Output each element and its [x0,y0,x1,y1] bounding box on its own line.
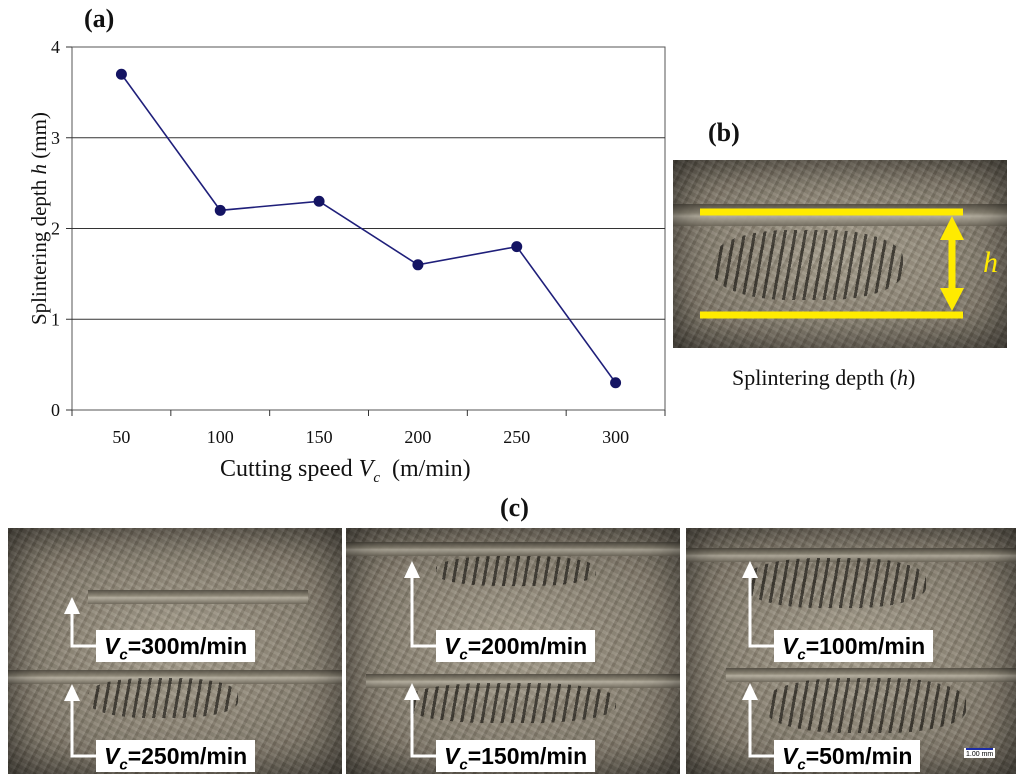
y-tick-label: 4 [51,37,60,57]
micrograph-3-upper-groove [686,548,1016,562]
vc-value: =50m/min [805,743,913,769]
y-tick-label: 0 [51,400,60,420]
vc-symbol: V [104,633,120,659]
x-axis-label: Cutting speed Vc (m/min) [220,456,471,487]
data-point [511,241,523,253]
y-tick-label: 2 [51,219,60,239]
x-axis-label-unit: (m/min) [392,456,471,482]
micrograph-1-lower-groove [8,670,342,684]
vc-label-300: Vc=300m/min [96,630,256,664]
y-axis-label: Splintering depth h (mm) [27,112,57,325]
data-point [610,377,622,389]
vc-symbol: V [782,743,798,769]
data-point [115,68,127,80]
vc-value: =300m/min [127,633,248,659]
vc-value: =200m/min [467,633,588,659]
panel-label-b: (b) [708,118,740,147]
vc-symbol: V [782,633,798,659]
x-axis-label-sub: c [373,469,380,486]
vc-label-200: Vc=200m/min [436,630,596,664]
vc-value: =100m/min [805,633,926,659]
x-axis-label-text: Cutting speed [220,456,353,482]
scale-bar-text: 1.00 mm [966,751,994,758]
vc-symbol: V [444,743,460,769]
x-tick-label: 150 [306,427,333,447]
series-line [120,73,617,384]
panel-label-a: (a) [84,4,115,33]
x-tick-label: 50 [112,427,130,447]
micrograph-2-upper-groove [346,542,680,556]
data-point [412,259,424,271]
caption-b-var: h [896,365,908,390]
vc-sub: c [459,646,468,664]
splintering-micrograph: h [673,160,1007,348]
vc-symbol: V [444,633,460,659]
vc-label-150: Vc=150m/min [436,740,596,774]
y-tick-label: 3 [51,128,60,148]
depth-arrow-head-up [940,216,964,240]
micrograph-3-upper-damage [746,558,926,608]
x-tick-label: 250 [503,427,530,447]
micrograph-1-upper-groove [88,590,308,604]
data-point [313,195,325,207]
micrograph-2-upper-damage [436,556,596,586]
scale-bar: 1.00 mm [964,748,996,758]
caption-b-close: ) [907,365,916,390]
vc-sub: c [797,756,806,774]
y-tick-label: 1 [51,309,60,329]
vc-label-50: Vc=50m/min [774,740,921,774]
depth-h-label: h [983,246,998,279]
x-tick-label: 100 [207,427,234,447]
depth-annotation [700,208,964,319]
vc-sub: c [119,646,128,664]
vc-symbol: V [104,743,120,769]
splintering-depth-chart: 0 1 2 3 4 50 100 150 200 250 300 [51,37,666,447]
x-axis-label-var: V [358,456,374,482]
vc-value: =250m/min [127,743,248,769]
micrograph-3-lower-groove [726,668,1016,682]
vc-sub: c [119,756,128,774]
y-axis-label-text: Splintering depth [27,174,51,325]
micrograph-1-damage [88,678,238,718]
scale-bar-line [966,748,994,750]
vc-sub: c [797,646,806,664]
y-axis-label-var: h [27,164,51,175]
data-point [214,204,226,216]
x-tick-label: 300 [602,427,629,447]
splintering-damage-zone [713,230,903,300]
micrograph-2 [346,528,680,774]
x-tick-label: 200 [404,427,431,447]
y-axis-label-unit: (mm) [27,112,51,164]
vc-label-250: Vc=250m/min [96,740,256,774]
micrograph-3-lower-damage [766,678,966,733]
depth-arrow-head-down [940,288,964,311]
panel-label-c: (c) [500,493,529,522]
vc-value: =150m/min [467,743,588,769]
vc-label-100: Vc=100m/min [774,630,934,664]
panel-b-caption: Splintering depth (h) [732,365,915,391]
caption-b-text: Splintering depth ( [732,365,897,390]
micrograph-2-lower-damage [406,683,616,723]
vc-sub: c [459,756,468,774]
